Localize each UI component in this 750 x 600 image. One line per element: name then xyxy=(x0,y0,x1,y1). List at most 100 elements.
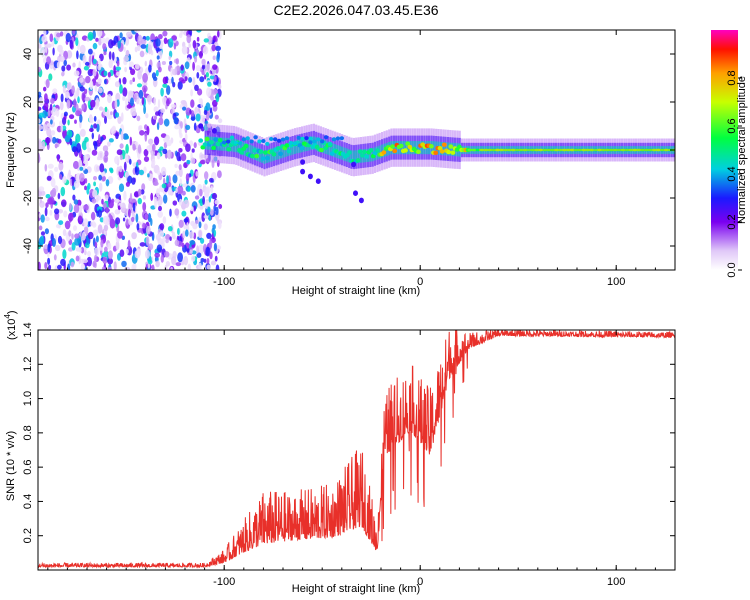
snr-multiplier-close: ) xyxy=(6,310,18,314)
noise-speck xyxy=(119,249,125,257)
noise-speck xyxy=(187,263,191,270)
noise-speck xyxy=(47,243,51,253)
noise-speck xyxy=(90,221,94,227)
track-blob xyxy=(273,137,278,142)
snr-x-ticks: -100 0 100 xyxy=(47,330,676,588)
y-tick-label: 0.2 xyxy=(22,528,34,543)
noise-speck xyxy=(145,236,150,246)
noise-speck xyxy=(213,205,216,212)
noise-speck xyxy=(160,133,167,139)
noise-speck xyxy=(139,130,145,136)
noise-speck xyxy=(200,258,205,263)
noise-speck xyxy=(45,137,51,144)
noise-speck xyxy=(48,73,53,81)
noise-speck xyxy=(203,38,209,43)
track-blob xyxy=(257,139,262,144)
noise-speck xyxy=(198,262,202,270)
track-blob xyxy=(471,148,477,152)
noise-speck xyxy=(214,255,218,262)
noise-speck xyxy=(154,136,160,146)
noise-speck xyxy=(173,43,177,50)
noise-speck xyxy=(122,77,127,85)
track-blob xyxy=(316,137,321,142)
snr-plot-area xyxy=(38,330,675,570)
noise-speck xyxy=(38,118,41,124)
track-blob xyxy=(211,145,217,151)
noise-speck xyxy=(38,43,42,49)
noise-speck xyxy=(125,98,128,107)
colorbar-gradient xyxy=(711,30,738,270)
noise-speck xyxy=(159,146,164,151)
noise-speck xyxy=(125,248,129,254)
noise-speck xyxy=(115,92,121,102)
noise-speck xyxy=(211,44,216,52)
noise-speck xyxy=(107,250,113,260)
noise-speck xyxy=(51,106,58,117)
noise-speck xyxy=(108,51,112,60)
noise-speck xyxy=(137,188,142,197)
noise-speck xyxy=(205,102,211,111)
track-blob xyxy=(288,141,293,145)
noise-speck xyxy=(74,233,80,239)
noise-speck xyxy=(50,119,53,125)
noise-speck xyxy=(201,64,206,70)
scatter-blob xyxy=(353,190,358,196)
track-blob xyxy=(375,148,380,153)
noise-speck xyxy=(114,155,120,165)
noise-speck xyxy=(139,50,145,58)
noise-speck xyxy=(97,64,102,71)
noise-speck xyxy=(95,97,100,107)
noise-speck xyxy=(185,229,189,237)
band-cell xyxy=(352,150,355,164)
noise-speck xyxy=(194,55,198,63)
noise-speck xyxy=(52,238,56,247)
noise-speck xyxy=(125,143,129,154)
noise-speck xyxy=(52,47,55,56)
noise-speck xyxy=(114,198,120,204)
noise-speck xyxy=(102,145,109,152)
noise-speck xyxy=(170,266,173,270)
noise-speck xyxy=(192,61,196,71)
noise-speck xyxy=(88,55,92,66)
noise-speck xyxy=(209,251,213,260)
noise-speck xyxy=(171,256,177,266)
noise-speck xyxy=(83,218,89,228)
noise-speck xyxy=(41,35,48,43)
noise-speck xyxy=(111,198,115,203)
noise-speck xyxy=(185,107,191,116)
noise-speck xyxy=(38,225,43,231)
band-cell xyxy=(442,142,445,156)
noise-speck xyxy=(175,170,180,176)
noise-speck xyxy=(71,85,75,95)
noise-speck xyxy=(178,148,183,153)
snr-multiplier-base: (x10 xyxy=(6,319,18,340)
snr-series-line xyxy=(38,330,675,569)
noise-speck xyxy=(79,86,85,92)
noise-speck xyxy=(63,210,68,218)
noise-speck xyxy=(137,70,143,80)
noise-speck xyxy=(174,124,180,130)
noise-speck xyxy=(212,99,218,107)
noise-speck xyxy=(157,200,161,206)
band-cell xyxy=(268,149,271,163)
noise-speck xyxy=(142,202,147,212)
noise-speck xyxy=(89,128,94,132)
noise-speck xyxy=(199,204,204,210)
track-blob xyxy=(339,136,344,141)
track-blob xyxy=(209,140,214,145)
noise-speck xyxy=(186,159,191,165)
noise-speck xyxy=(60,93,64,103)
noise-speck xyxy=(57,235,63,245)
track-blob xyxy=(308,140,313,145)
noise-speck xyxy=(54,208,60,215)
noise-speck xyxy=(68,212,74,222)
noise-speck xyxy=(169,60,173,66)
noise-speck xyxy=(143,156,150,163)
noise-speck xyxy=(131,177,136,185)
noise-speck xyxy=(192,76,196,87)
noise-speck xyxy=(130,97,134,107)
noise-speck xyxy=(107,257,113,265)
noise-speck xyxy=(176,151,181,162)
y-tick-label: 1.2 xyxy=(22,357,34,372)
